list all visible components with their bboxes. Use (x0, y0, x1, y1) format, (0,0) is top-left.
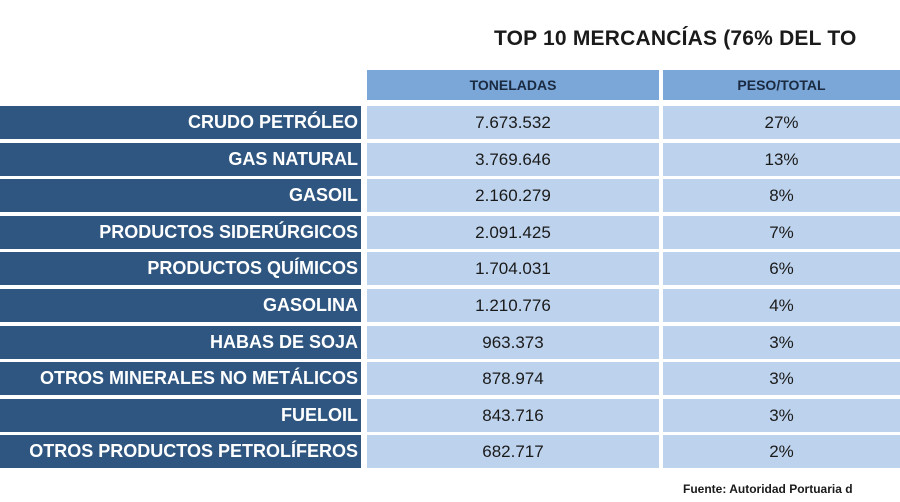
cell-toneladas: 682.717 (367, 435, 659, 468)
cell-peso-total: 8% (663, 179, 900, 212)
row-label: CRUDO PETRÓLEO (0, 106, 361, 139)
row-label: GASOLINA (0, 289, 361, 322)
row-label: HABAS DE SOJA (0, 326, 361, 359)
cell-toneladas: 7.673.532 (367, 106, 659, 139)
table-row: PRODUCTOS SIDERÚRGICOS 2.091.425 7% (0, 216, 900, 249)
row-label: GASOIL (0, 179, 361, 212)
cell-toneladas: 3.769.646 (367, 143, 659, 176)
cell-peso-total: 2% (663, 435, 900, 468)
cell-peso-total: 6% (663, 252, 900, 285)
column-header-peso-total: PESO/TOTAL (663, 70, 900, 100)
row-label: GAS NATURAL (0, 143, 361, 176)
cell-toneladas: 843.716 (367, 399, 659, 432)
cell-toneladas: 2.160.279 (367, 179, 659, 212)
table-row: PRODUCTOS QUÍMICOS 1.704.031 6% (0, 252, 900, 285)
cell-peso-total: 27% (663, 106, 900, 139)
table-row: OTROS MINERALES NO METÁLICOS 878.974 3% (0, 362, 900, 395)
cell-peso-total: 7% (663, 216, 900, 249)
row-label: FUELOIL (0, 399, 361, 432)
cell-toneladas: 878.974 (367, 362, 659, 395)
row-label: OTROS PRODUCTOS PETROLÍFEROS (0, 435, 361, 468)
row-label: PRODUCTOS QUÍMICOS (0, 252, 361, 285)
cell-toneladas: 2.091.425 (367, 216, 659, 249)
row-label: PRODUCTOS SIDERÚRGICOS (0, 216, 361, 249)
table-row: HABAS DE SOJA 963.373 3% (0, 326, 900, 359)
table-title: TOP 10 MERCANCÍAS (76% DEL TO (494, 27, 857, 50)
cell-peso-total: 3% (663, 326, 900, 359)
source-note: Fuente: Autoridad Portuaria d (683, 482, 853, 496)
cell-peso-total: 3% (663, 399, 900, 432)
column-header-toneladas: TONELADAS (367, 70, 659, 100)
table-row: GASOIL 2.160.279 8% (0, 179, 900, 212)
cell-peso-total: 3% (663, 362, 900, 395)
cell-peso-total: 4% (663, 289, 900, 322)
cell-toneladas: 1.210.776 (367, 289, 659, 322)
table-row: CRUDO PETRÓLEO 7.673.532 27% (0, 106, 900, 139)
table-row: GAS NATURAL 3.769.646 13% (0, 143, 900, 176)
table-row: GASOLINA 1.210.776 4% (0, 289, 900, 322)
cell-toneladas: 1.704.031 (367, 252, 659, 285)
table-row: FUELOIL 843.716 3% (0, 399, 900, 432)
row-label: OTROS MINERALES NO METÁLICOS (0, 362, 361, 395)
cell-peso-total: 13% (663, 143, 900, 176)
table-row: OTROS PRODUCTOS PETROLÍFEROS 682.717 2% (0, 435, 900, 468)
cell-toneladas: 963.373 (367, 326, 659, 359)
